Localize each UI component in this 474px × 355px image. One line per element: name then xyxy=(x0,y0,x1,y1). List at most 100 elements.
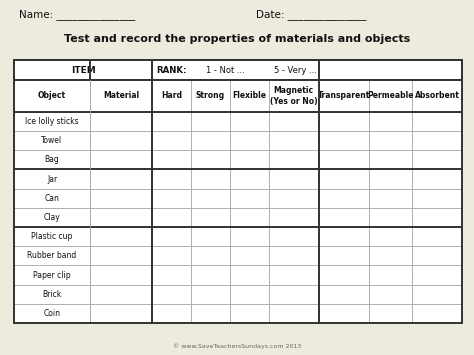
Bar xyxy=(230,112,269,131)
Bar xyxy=(191,285,230,304)
Bar xyxy=(90,131,152,150)
Bar xyxy=(90,246,152,266)
Bar xyxy=(14,189,90,208)
Bar xyxy=(191,266,230,285)
Text: Absorbent: Absorbent xyxy=(415,91,460,100)
Bar xyxy=(269,150,319,169)
Bar xyxy=(90,285,152,304)
Bar xyxy=(14,285,90,304)
Bar xyxy=(412,112,462,131)
Text: Permeable: Permeable xyxy=(367,91,414,100)
Bar xyxy=(412,227,462,246)
Bar xyxy=(319,150,369,169)
Text: Ice lolly sticks: Ice lolly sticks xyxy=(25,117,79,126)
Bar xyxy=(412,266,462,285)
Bar xyxy=(14,112,90,131)
Bar xyxy=(269,208,319,227)
Bar xyxy=(90,169,152,189)
Bar xyxy=(269,80,319,112)
Bar xyxy=(369,112,412,131)
Bar xyxy=(230,169,269,189)
Bar xyxy=(369,304,412,323)
Bar xyxy=(319,246,369,266)
Bar xyxy=(90,189,152,208)
Text: 1 - Not ...: 1 - Not ... xyxy=(207,66,245,75)
Bar xyxy=(152,112,191,131)
Bar xyxy=(369,266,412,285)
Bar xyxy=(369,227,412,246)
Bar xyxy=(191,304,230,323)
Bar xyxy=(269,285,319,304)
Bar xyxy=(369,285,412,304)
Bar xyxy=(412,150,462,169)
Bar xyxy=(369,208,412,227)
Bar xyxy=(369,246,412,266)
Bar xyxy=(14,169,90,189)
Text: Magnetic
(Yes or No): Magnetic (Yes or No) xyxy=(270,86,318,105)
Bar xyxy=(230,285,269,304)
Bar xyxy=(14,131,90,150)
Bar xyxy=(412,285,462,304)
Bar xyxy=(152,285,191,304)
Bar xyxy=(14,246,90,266)
Bar xyxy=(412,189,462,208)
Bar xyxy=(230,246,269,266)
Text: Name: _______________: Name: _______________ xyxy=(19,9,135,20)
Text: Paper clip: Paper clip xyxy=(33,271,71,279)
Bar xyxy=(152,131,191,150)
Bar xyxy=(152,246,191,266)
Bar xyxy=(90,112,152,131)
Bar xyxy=(191,131,230,150)
Bar xyxy=(14,60,462,323)
Bar xyxy=(369,131,412,150)
Bar xyxy=(230,304,269,323)
Bar xyxy=(369,150,412,169)
Bar xyxy=(319,304,369,323)
Bar xyxy=(412,208,462,227)
Text: Coin: Coin xyxy=(44,309,61,318)
Bar xyxy=(90,227,152,246)
Bar xyxy=(230,80,269,112)
Bar xyxy=(230,131,269,150)
Text: Object: Object xyxy=(38,91,66,100)
Bar xyxy=(369,169,412,189)
Bar xyxy=(319,227,369,246)
Bar xyxy=(269,131,319,150)
Bar xyxy=(319,80,369,112)
Bar xyxy=(269,227,319,246)
Bar xyxy=(90,304,152,323)
Bar xyxy=(319,189,369,208)
Text: Strong: Strong xyxy=(196,91,225,100)
Bar xyxy=(90,208,152,227)
Bar xyxy=(152,150,191,169)
Text: Towel: Towel xyxy=(41,136,63,145)
Bar xyxy=(230,150,269,169)
Bar xyxy=(152,208,191,227)
Bar xyxy=(269,246,319,266)
Bar xyxy=(14,227,90,246)
Bar xyxy=(191,227,230,246)
Bar xyxy=(269,189,319,208)
Bar xyxy=(412,304,462,323)
Bar xyxy=(369,80,412,112)
Bar xyxy=(152,266,191,285)
Bar xyxy=(191,208,230,227)
Bar xyxy=(269,266,319,285)
Bar xyxy=(269,304,319,323)
Bar xyxy=(90,150,152,169)
Bar xyxy=(230,208,269,227)
Bar xyxy=(14,60,152,80)
Bar xyxy=(152,227,191,246)
Bar xyxy=(14,304,90,323)
Bar xyxy=(412,131,462,150)
Text: Brick: Brick xyxy=(42,290,62,299)
Bar xyxy=(14,266,90,285)
Bar xyxy=(319,131,369,150)
Bar xyxy=(412,80,462,112)
Bar xyxy=(191,80,230,112)
Text: © www.SaveTeachersSundays.com 2013: © www.SaveTeachersSundays.com 2013 xyxy=(173,343,301,349)
Bar xyxy=(319,208,369,227)
Bar xyxy=(230,266,269,285)
Bar xyxy=(191,112,230,131)
Bar xyxy=(14,80,90,112)
